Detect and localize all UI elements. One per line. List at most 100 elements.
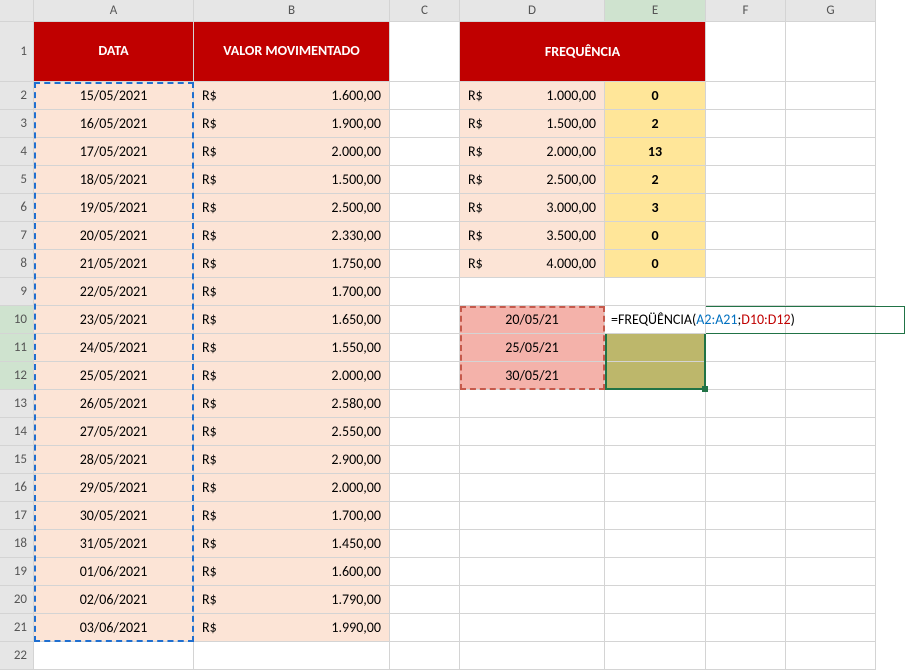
- row-header[interactable]: 14: [0, 418, 34, 446]
- row-header[interactable]: 7: [0, 222, 34, 250]
- cell[interactable]: [706, 166, 786, 194]
- cell[interactable]: [786, 614, 876, 642]
- cell[interactable]: [605, 446, 706, 474]
- cell-date[interactable]: 19/05/2021: [34, 194, 194, 222]
- cell-E10-formula[interactable]: =FREQÜÊNCIA(A2:A21;D10:D12): [605, 306, 706, 334]
- row-header[interactable]: 18: [0, 530, 34, 558]
- cell-freq-amount[interactable]: R$3.500,00: [460, 222, 605, 250]
- col-header-B[interactable]: B: [194, 0, 390, 22]
- cell-date[interactable]: 30/05/2021: [34, 502, 194, 530]
- cell[interactable]: [390, 110, 460, 138]
- cell[interactable]: [605, 390, 706, 418]
- cell[interactable]: [706, 586, 786, 614]
- cell[interactable]: [786, 250, 876, 278]
- cell[interactable]: [390, 250, 460, 278]
- cell[interactable]: [706, 222, 786, 250]
- col-header-G[interactable]: G: [786, 0, 876, 22]
- cell-date[interactable]: 27/05/2021: [34, 418, 194, 446]
- cell-freq-amount[interactable]: R$4.000,00: [460, 250, 605, 278]
- cell-E12[interactable]: [605, 362, 706, 390]
- cell[interactable]: [460, 418, 605, 446]
- cell-date[interactable]: 20/05/2021: [34, 222, 194, 250]
- cell[interactable]: [460, 558, 605, 586]
- cell-value[interactable]: R$1.750,00: [194, 250, 390, 278]
- cell-date[interactable]: 24/05/2021: [34, 334, 194, 362]
- cell[interactable]: [605, 530, 706, 558]
- row-header[interactable]: 13: [0, 390, 34, 418]
- cell[interactable]: [460, 502, 605, 530]
- cell[interactable]: [786, 418, 876, 446]
- row-header[interactable]: 21: [0, 614, 34, 642]
- cell[interactable]: [786, 474, 876, 502]
- cell-B1-header[interactable]: VALOR MOVIMENTADO: [194, 22, 390, 82]
- cell[interactable]: [605, 418, 706, 446]
- cell[interactable]: [706, 474, 786, 502]
- cell-value[interactable]: R$1.600,00: [194, 82, 390, 110]
- row-header[interactable]: 16: [0, 474, 34, 502]
- cell[interactable]: [390, 446, 460, 474]
- row-header[interactable]: 10: [0, 306, 34, 334]
- cell[interactable]: [605, 558, 706, 586]
- cell[interactable]: [390, 138, 460, 166]
- cell[interactable]: [390, 278, 460, 306]
- row-header[interactable]: 15: [0, 446, 34, 474]
- row-header[interactable]: 20: [0, 586, 34, 614]
- cell-F1[interactable]: [706, 22, 786, 82]
- cell[interactable]: [786, 278, 876, 306]
- cell-value[interactable]: R$1.450,00: [194, 530, 390, 558]
- cell[interactable]: [786, 82, 876, 110]
- cell-freq-count[interactable]: 13: [605, 138, 706, 166]
- cell-value[interactable]: R$1.990,00: [194, 614, 390, 642]
- cell-date[interactable]: 03/06/2021: [34, 614, 194, 642]
- cell[interactable]: [460, 530, 605, 558]
- cell-date[interactable]: 28/05/2021: [34, 446, 194, 474]
- cell[interactable]: [194, 642, 390, 670]
- col-header-C[interactable]: C: [390, 0, 460, 22]
- cell[interactable]: [34, 642, 194, 670]
- col-header-A[interactable]: A: [34, 0, 194, 22]
- cell[interactable]: [786, 446, 876, 474]
- cell[interactable]: [786, 306, 876, 334]
- cell[interactable]: [460, 390, 605, 418]
- cell-freq-count[interactable]: 3: [605, 194, 706, 222]
- cell-date[interactable]: 31/05/2021: [34, 530, 194, 558]
- cell-value[interactable]: R$1.600,00: [194, 558, 390, 586]
- cell-date[interactable]: 21/05/2021: [34, 250, 194, 278]
- cell[interactable]: [786, 530, 876, 558]
- cell[interactable]: [786, 586, 876, 614]
- cell-date[interactable]: 18/05/2021: [34, 166, 194, 194]
- col-header-D[interactable]: D: [460, 0, 605, 22]
- cell[interactable]: [706, 390, 786, 418]
- cell[interactable]: [706, 194, 786, 222]
- cell[interactable]: [786, 110, 876, 138]
- cell[interactable]: [786, 390, 876, 418]
- cell-value[interactable]: R$2.900,00: [194, 446, 390, 474]
- cell-value[interactable]: R$2.000,00: [194, 138, 390, 166]
- cell-value[interactable]: R$1.900,00: [194, 110, 390, 138]
- row-header[interactable]: 17: [0, 502, 34, 530]
- cell-value[interactable]: R$2.550,00: [194, 418, 390, 446]
- cell[interactable]: [605, 586, 706, 614]
- cell[interactable]: [390, 166, 460, 194]
- cell[interactable]: [390, 530, 460, 558]
- row-header[interactable]: 3: [0, 110, 34, 138]
- cell-date[interactable]: 29/05/2021: [34, 474, 194, 502]
- cell[interactable]: [460, 474, 605, 502]
- cell-value[interactable]: R$1.790,00: [194, 586, 390, 614]
- row-header[interactable]: 22: [0, 642, 34, 670]
- cell[interactable]: [786, 558, 876, 586]
- cell-date-bin[interactable]: 20/05/21: [460, 306, 605, 334]
- cell-value[interactable]: R$2.500,00: [194, 194, 390, 222]
- cell[interactable]: [706, 362, 786, 390]
- cell-date[interactable]: 22/05/2021: [34, 278, 194, 306]
- cell-freq-count[interactable]: 0: [605, 250, 706, 278]
- cell-date[interactable]: 17/05/2021: [34, 138, 194, 166]
- cell-C1[interactable]: [390, 22, 460, 82]
- cell-freq-amount[interactable]: R$2.000,00: [460, 138, 605, 166]
- cell-D1E1-header[interactable]: FREQUÊNCIA: [460, 22, 706, 82]
- spreadsheet-grid[interactable]: A B C D E F G 1 DATA VALOR MOVIMENTADO F…: [0, 0, 918, 670]
- cell-freq-amount[interactable]: R$2.500,00: [460, 166, 605, 194]
- cell-value[interactable]: R$1.700,00: [194, 502, 390, 530]
- cell-value[interactable]: R$2.580,00: [194, 390, 390, 418]
- cell[interactable]: [786, 222, 876, 250]
